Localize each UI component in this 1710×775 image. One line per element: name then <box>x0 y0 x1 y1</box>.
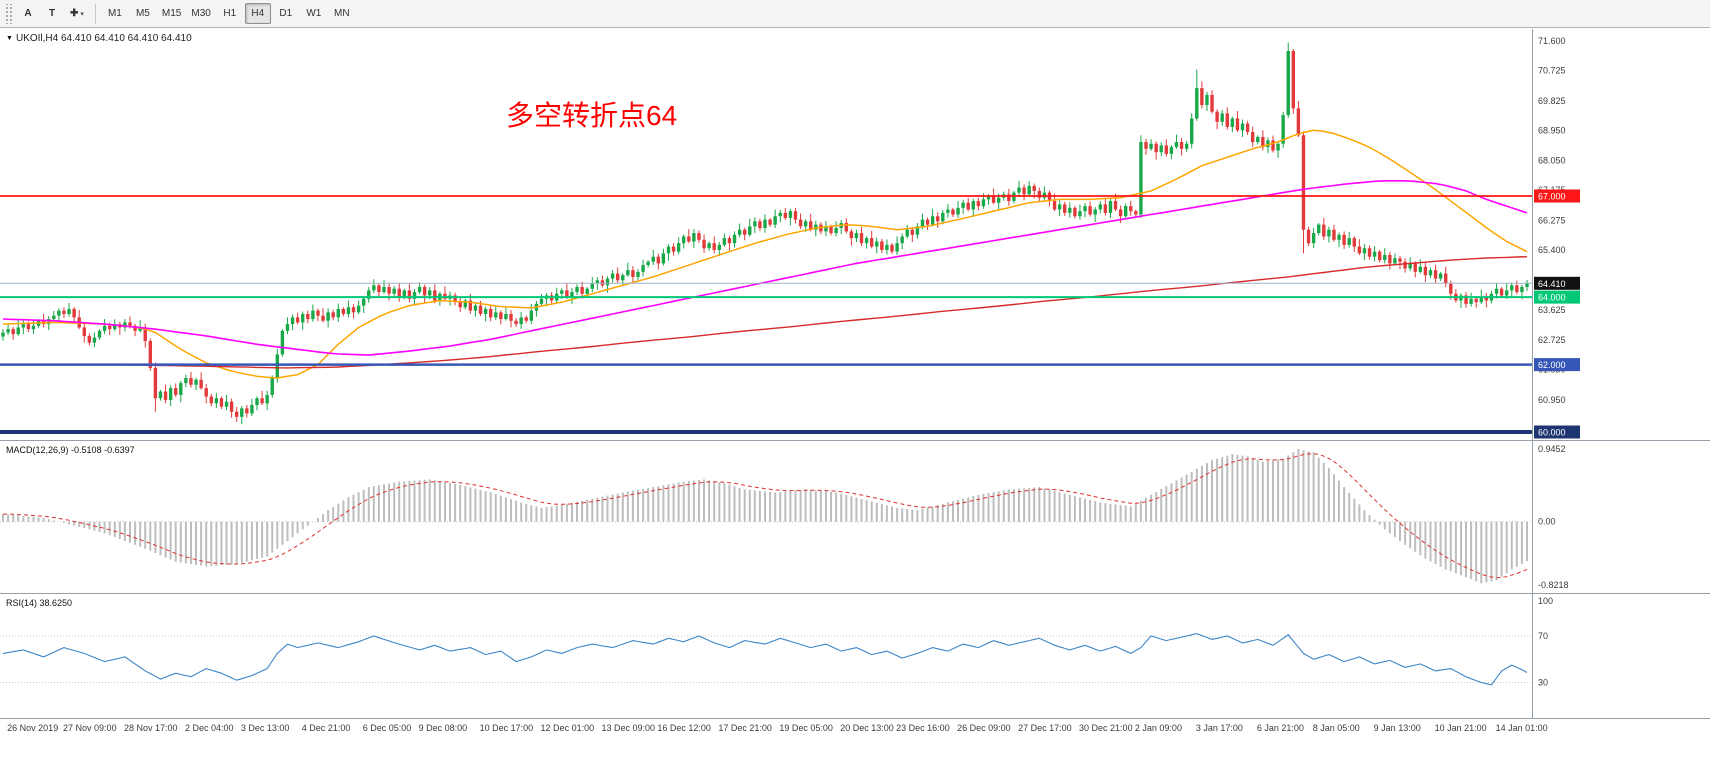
svg-text:26 Nov 2019: 26 Nov 2019 <box>7 723 58 733</box>
svg-text:60.950: 60.950 <box>1538 395 1566 405</box>
timeframe-m15-button[interactable]: M15 <box>158 3 185 24</box>
macd-signal-line <box>3 453 1528 579</box>
timeframe-d1-button[interactable]: D1 <box>273 3 299 24</box>
ma-line-mid-magenta[interactable] <box>2 180 1528 356</box>
toolbar-grip-handle[interactable] <box>4 3 12 24</box>
price-badge-67.000 <box>1534 189 1580 203</box>
timeframe-m5-button[interactable]: M5 <box>130 3 156 24</box>
svg-text:64.000: 64.000 <box>1538 293 1566 303</box>
timeframe-h4-button[interactable]: H4 <box>244 3 271 24</box>
svg-text:3 Jan 17:00: 3 Jan 17:00 <box>1196 723 1243 733</box>
panel-separators <box>0 29 1710 719</box>
svg-text:6 Jan 21:00: 6 Jan 21:00 <box>1257 723 1304 733</box>
svg-text:71.600: 71.600 <box>1538 36 1566 46</box>
svg-text:30: 30 <box>1538 678 1548 688</box>
svg-text:2 Dec 04:00: 2 Dec 04:00 <box>185 723 234 733</box>
svg-text:63.625: 63.625 <box>1538 305 1566 315</box>
rsi-value: 38.6250 <box>39 598 73 608</box>
price-badge-60.000 <box>1534 425 1580 439</box>
svg-text:66.275: 66.275 <box>1538 215 1566 225</box>
crosshair-icon: ✚ <box>70 8 79 19</box>
svg-text:14 Jan 01:00: 14 Jan 01:00 <box>1496 723 1548 733</box>
rsi-name: RSI(14) <box>6 598 38 608</box>
svg-text:68.050: 68.050 <box>1538 156 1566 166</box>
price-axis[interactable]: 71.60070.72569.82568.95068.05067.17566.2… <box>1538 36 1566 405</box>
svg-text:8 Jan 05:00: 8 Jan 05:00 <box>1313 723 1360 733</box>
svg-text:67.000: 67.000 <box>1538 192 1566 202</box>
candlestick-series <box>1 42 1529 425</box>
svg-text:-0.8218: -0.8218 <box>1538 580 1569 590</box>
svg-text:10 Jan 21:00: 10 Jan 21:00 <box>1435 723 1487 733</box>
svg-text:19 Dec 05:00: 19 Dec 05:00 <box>779 723 833 733</box>
rsi-line <box>2 633 1528 686</box>
svg-text:62.725: 62.725 <box>1538 335 1566 345</box>
macd-name: MACD(12,26,9) <box>6 445 69 455</box>
svg-text:27 Dec 17:00: 27 Dec 17:00 <box>1018 723 1072 733</box>
svg-text:0.9452: 0.9452 <box>1538 444 1566 454</box>
svg-text:17 Dec 21:00: 17 Dec 21:00 <box>718 723 772 733</box>
svg-text:4 Dec 21:00: 4 Dec 21:00 <box>302 723 351 733</box>
crosshair-tool-button[interactable]: ✚ ▾ <box>65 3 89 24</box>
ohlc-values: 64.410 64.410 64.410 64.410 <box>60 33 192 44</box>
svg-text:26 Dec 09:00: 26 Dec 09:00 <box>957 723 1011 733</box>
price-badge-64.410 <box>1534 276 1580 290</box>
price-badge-64.000 <box>1534 290 1580 304</box>
symbol-name: UKOIl,H4 <box>15 33 59 44</box>
svg-text:69.825: 69.825 <box>1538 96 1566 106</box>
ma-line-slow-red[interactable] <box>3 256 1528 369</box>
svg-text:27 Nov 09:00: 27 Nov 09:00 <box>63 723 117 733</box>
svg-text:23 Dec 16:00: 23 Dec 16:00 <box>896 723 950 733</box>
svg-text:12 Dec 01:00: 12 Dec 01:00 <box>541 723 595 733</box>
toolbar-separator <box>94 3 96 24</box>
svg-text:9 Jan 13:00: 9 Jan 13:00 <box>1374 723 1421 733</box>
rsi-indicator: 100 70 30 <box>0 596 1553 688</box>
timeframe-w1-button[interactable]: W1 <box>301 3 327 24</box>
svg-text:2 Jan 09:00: 2 Jan 09:00 <box>1135 723 1182 733</box>
svg-text:70: 70 <box>1538 631 1548 641</box>
timeframe-mn-button[interactable]: MN <box>329 3 355 24</box>
svg-text:65.400: 65.400 <box>1538 245 1566 255</box>
svg-text:30 Dec 21:00: 30 Dec 21:00 <box>1079 723 1133 733</box>
macd-values: -0.5108 -0.6397 <box>71 445 135 455</box>
time-axis[interactable]: 26 Nov 2019 27 Nov 09:00 28 Nov 17:00 2 Dec… <box>7 723 1547 733</box>
svg-text:70.725: 70.725 <box>1538 65 1566 75</box>
top-toolbar: A T ✚ ▾ M1 M5 M15 M30 H1 H4 D1 W1 MN <box>0 0 1710 28</box>
svg-text:64.410: 64.410 <box>1538 279 1566 289</box>
ma-line-fast-orange[interactable] <box>2 129 1528 379</box>
macd-indicator: 0.9452 0.00 -0.8218 <box>0 444 1569 590</box>
price-badge-62.000 <box>1534 358 1580 372</box>
collapse-arrow-icon[interactable]: ▼ <box>6 35 13 42</box>
svg-text:20 Dec 13:00: 20 Dec 13:00 <box>840 723 894 733</box>
chart-symbol-label: ▼ UKOIl,H4 64.410 64.410 64.410 64.410 <box>6 33 192 44</box>
svg-text:13 Dec 09:00: 13 Dec 09:00 <box>602 723 656 733</box>
svg-text:68.950: 68.950 <box>1538 125 1566 135</box>
svg-text:16 Dec 12:00: 16 Dec 12:00 <box>657 723 711 733</box>
macd-panel-label: MACD(12,26,9) -0.5108 -0.6397 <box>6 445 135 455</box>
svg-text:60.000: 60.000 <box>1538 427 1566 437</box>
horizontal-levels[interactable]: 67.000 64.410 64.000 62.000 60.000 <box>0 189 1580 439</box>
timeframe-m30-button[interactable]: M30 <box>187 3 214 24</box>
svg-text:3 Dec 13:00: 3 Dec 13:00 <box>241 723 290 733</box>
text-tool-button[interactable]: T <box>41 3 63 24</box>
chevron-down-icon: ▾ <box>80 11 84 18</box>
arrow-tool-button[interactable]: A <box>17 3 39 24</box>
svg-text:6 Dec 05:00: 6 Dec 05:00 <box>363 723 412 733</box>
rsi-panel-label: RSI(14) 38.6250 <box>6 598 72 608</box>
svg-text:100: 100 <box>1538 596 1553 606</box>
svg-text:62.000: 62.000 <box>1538 360 1566 370</box>
timeframe-h1-button[interactable]: H1 <box>217 3 243 24</box>
svg-text:28 Nov 17:00: 28 Nov 17:00 <box>124 723 178 733</box>
svg-text:10 Dec 17:00: 10 Dec 17:00 <box>480 723 534 733</box>
svg-text:9 Dec 08:00: 9 Dec 08:00 <box>419 723 468 733</box>
chart-annotation-text[interactable]: 多空转折点64 <box>506 100 678 131</box>
svg-text:0.00: 0.00 <box>1538 517 1556 527</box>
timeframe-m1-button[interactable]: M1 <box>102 3 128 24</box>
